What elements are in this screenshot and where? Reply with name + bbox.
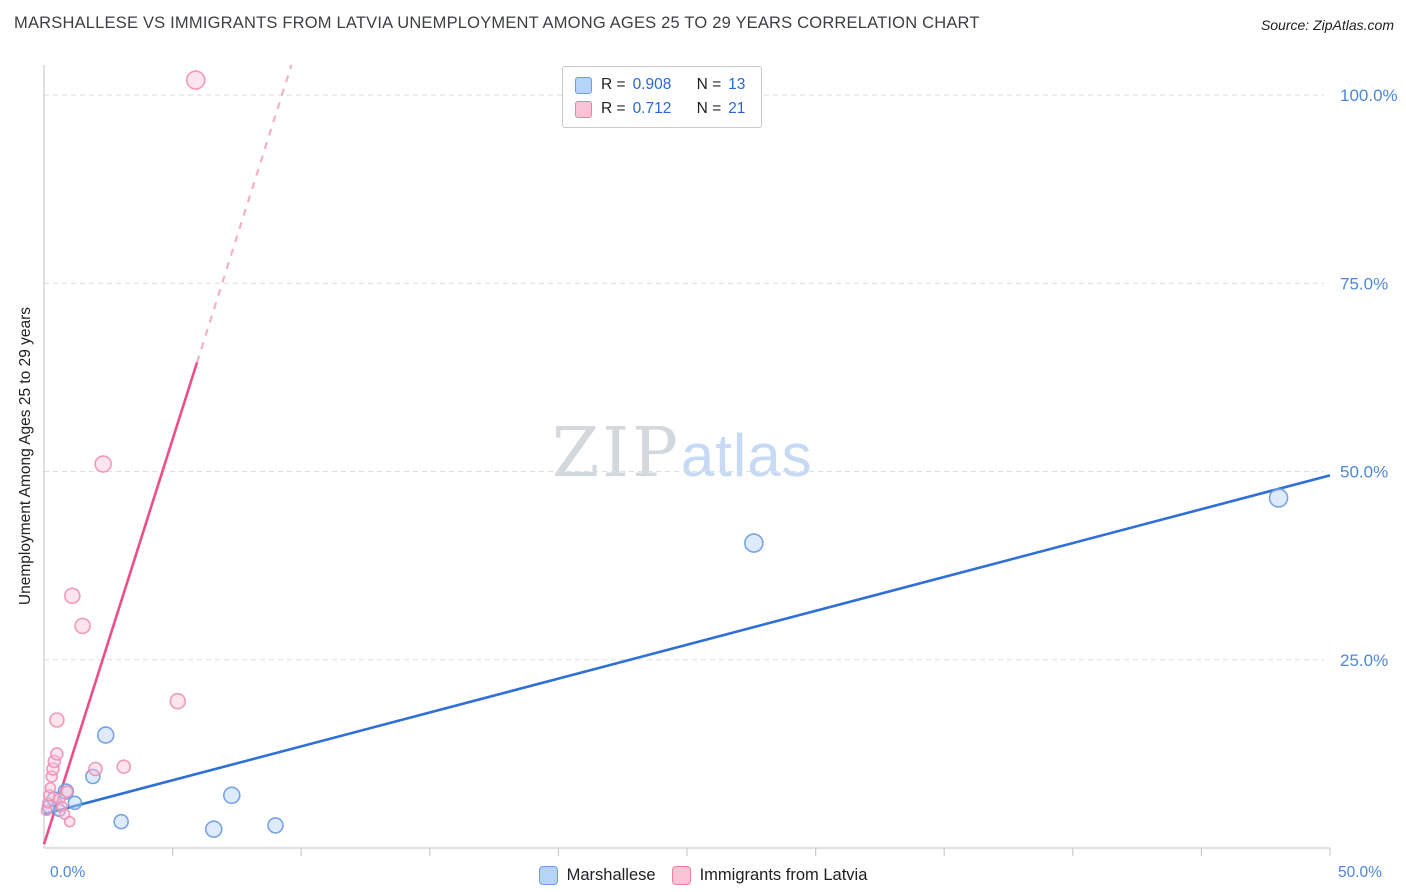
data-point-immigrants-from-latvia[interactable] <box>49 712 65 728</box>
data-point-immigrants-from-latvia[interactable] <box>44 781 57 794</box>
n-label: N = <box>696 100 722 117</box>
latvia-legend-label: Immigrants from Latvia <box>699 866 868 884</box>
legend-row-latvia: R = 0.712 N = 21 <box>575 100 745 118</box>
latvia-swatch <box>575 100 592 118</box>
data-point-immigrants-from-latvia[interactable] <box>185 70 206 90</box>
r-value-marshallese: 0.908 <box>632 76 672 93</box>
data-point-immigrants-from-latvia[interactable] <box>94 455 112 473</box>
y-tick-label: 100.0% <box>1340 86 1398 105</box>
data-point-marshallese[interactable] <box>67 795 83 811</box>
data-point-marshallese[interactable] <box>744 533 764 553</box>
data-point-marshallese[interactable] <box>1268 488 1289 508</box>
data-point-immigrants-from-latvia[interactable] <box>74 617 91 635</box>
data-point-immigrants-from-latvia[interactable] <box>88 761 103 777</box>
series-legend: Marshallese Immigrants from Latvia <box>0 866 1406 885</box>
watermark-atlas-text: atlas <box>680 422 813 489</box>
source-attribution[interactable]: Source: ZipAtlas.com <box>1260 17 1394 33</box>
n-label: N = <box>696 76 722 93</box>
data-point-marshallese[interactable] <box>96 726 115 744</box>
watermark-zip-text: ZIP <box>552 414 681 493</box>
marshallese-swatch <box>575 76 592 94</box>
data-point-immigrants-from-latvia[interactable] <box>63 587 81 605</box>
zipatlas-watermark: ZIP atlas <box>552 414 813 493</box>
x-tick-label-left: 0.0% <box>50 864 86 881</box>
r-label: R = <box>601 100 626 117</box>
marshallese-legend-label: Marshallese <box>566 866 656 884</box>
latvia-legend-swatch <box>671 866 691 885</box>
n-value-marshallese: 13 <box>728 76 746 93</box>
data-point-immigrants-from-latvia[interactable] <box>116 759 132 774</box>
data-point-immigrants-from-latvia[interactable] <box>169 692 187 710</box>
legend-row-marshallese: R = 0.908 N = 13 <box>575 76 745 94</box>
legend-item-marshallese: Marshallese <box>538 866 656 885</box>
y-tick-label: 25.0% <box>1340 651 1388 670</box>
data-point-marshallese[interactable] <box>267 817 284 834</box>
trend-extension-immigrants-from-latvia <box>195 64 293 363</box>
r-label: R = <box>601 76 626 93</box>
x-tick-label-right: 50.0% <box>1338 864 1382 881</box>
data-point-marshallese[interactable] <box>113 813 129 830</box>
legend-item-latvia: Immigrants from Latvia <box>671 866 868 885</box>
marshallese-legend-swatch <box>538 866 558 885</box>
trend-line-immigrants-from-latvia <box>42 361 199 845</box>
chart-title: MARSHALLESE VS IMMIGRANTS FROM LATVIA UN… <box>14 14 980 32</box>
y-tick-label: 75.0% <box>1340 274 1388 293</box>
n-value-latvia: 21 <box>728 100 746 117</box>
trend-line-marshallese <box>43 474 1331 816</box>
data-point-marshallese[interactable] <box>222 786 241 805</box>
data-point-marshallese[interactable] <box>204 820 223 838</box>
y-axis-label: Unemployment Among Ages 25 to 29 years <box>17 306 34 606</box>
r-value-latvia: 0.712 <box>632 100 672 117</box>
correlation-stats-legend: R = 0.908 N = 13 R = 0.712 N = 21 <box>562 66 763 128</box>
data-point-immigrants-from-latvia[interactable] <box>47 754 62 769</box>
y-tick-label: 50.0% <box>1340 463 1388 482</box>
data-point-immigrants-from-latvia[interactable] <box>50 747 64 761</box>
data-point-immigrants-from-latvia[interactable] <box>63 815 76 828</box>
data-point-immigrants-from-latvia[interactable] <box>60 785 74 798</box>
